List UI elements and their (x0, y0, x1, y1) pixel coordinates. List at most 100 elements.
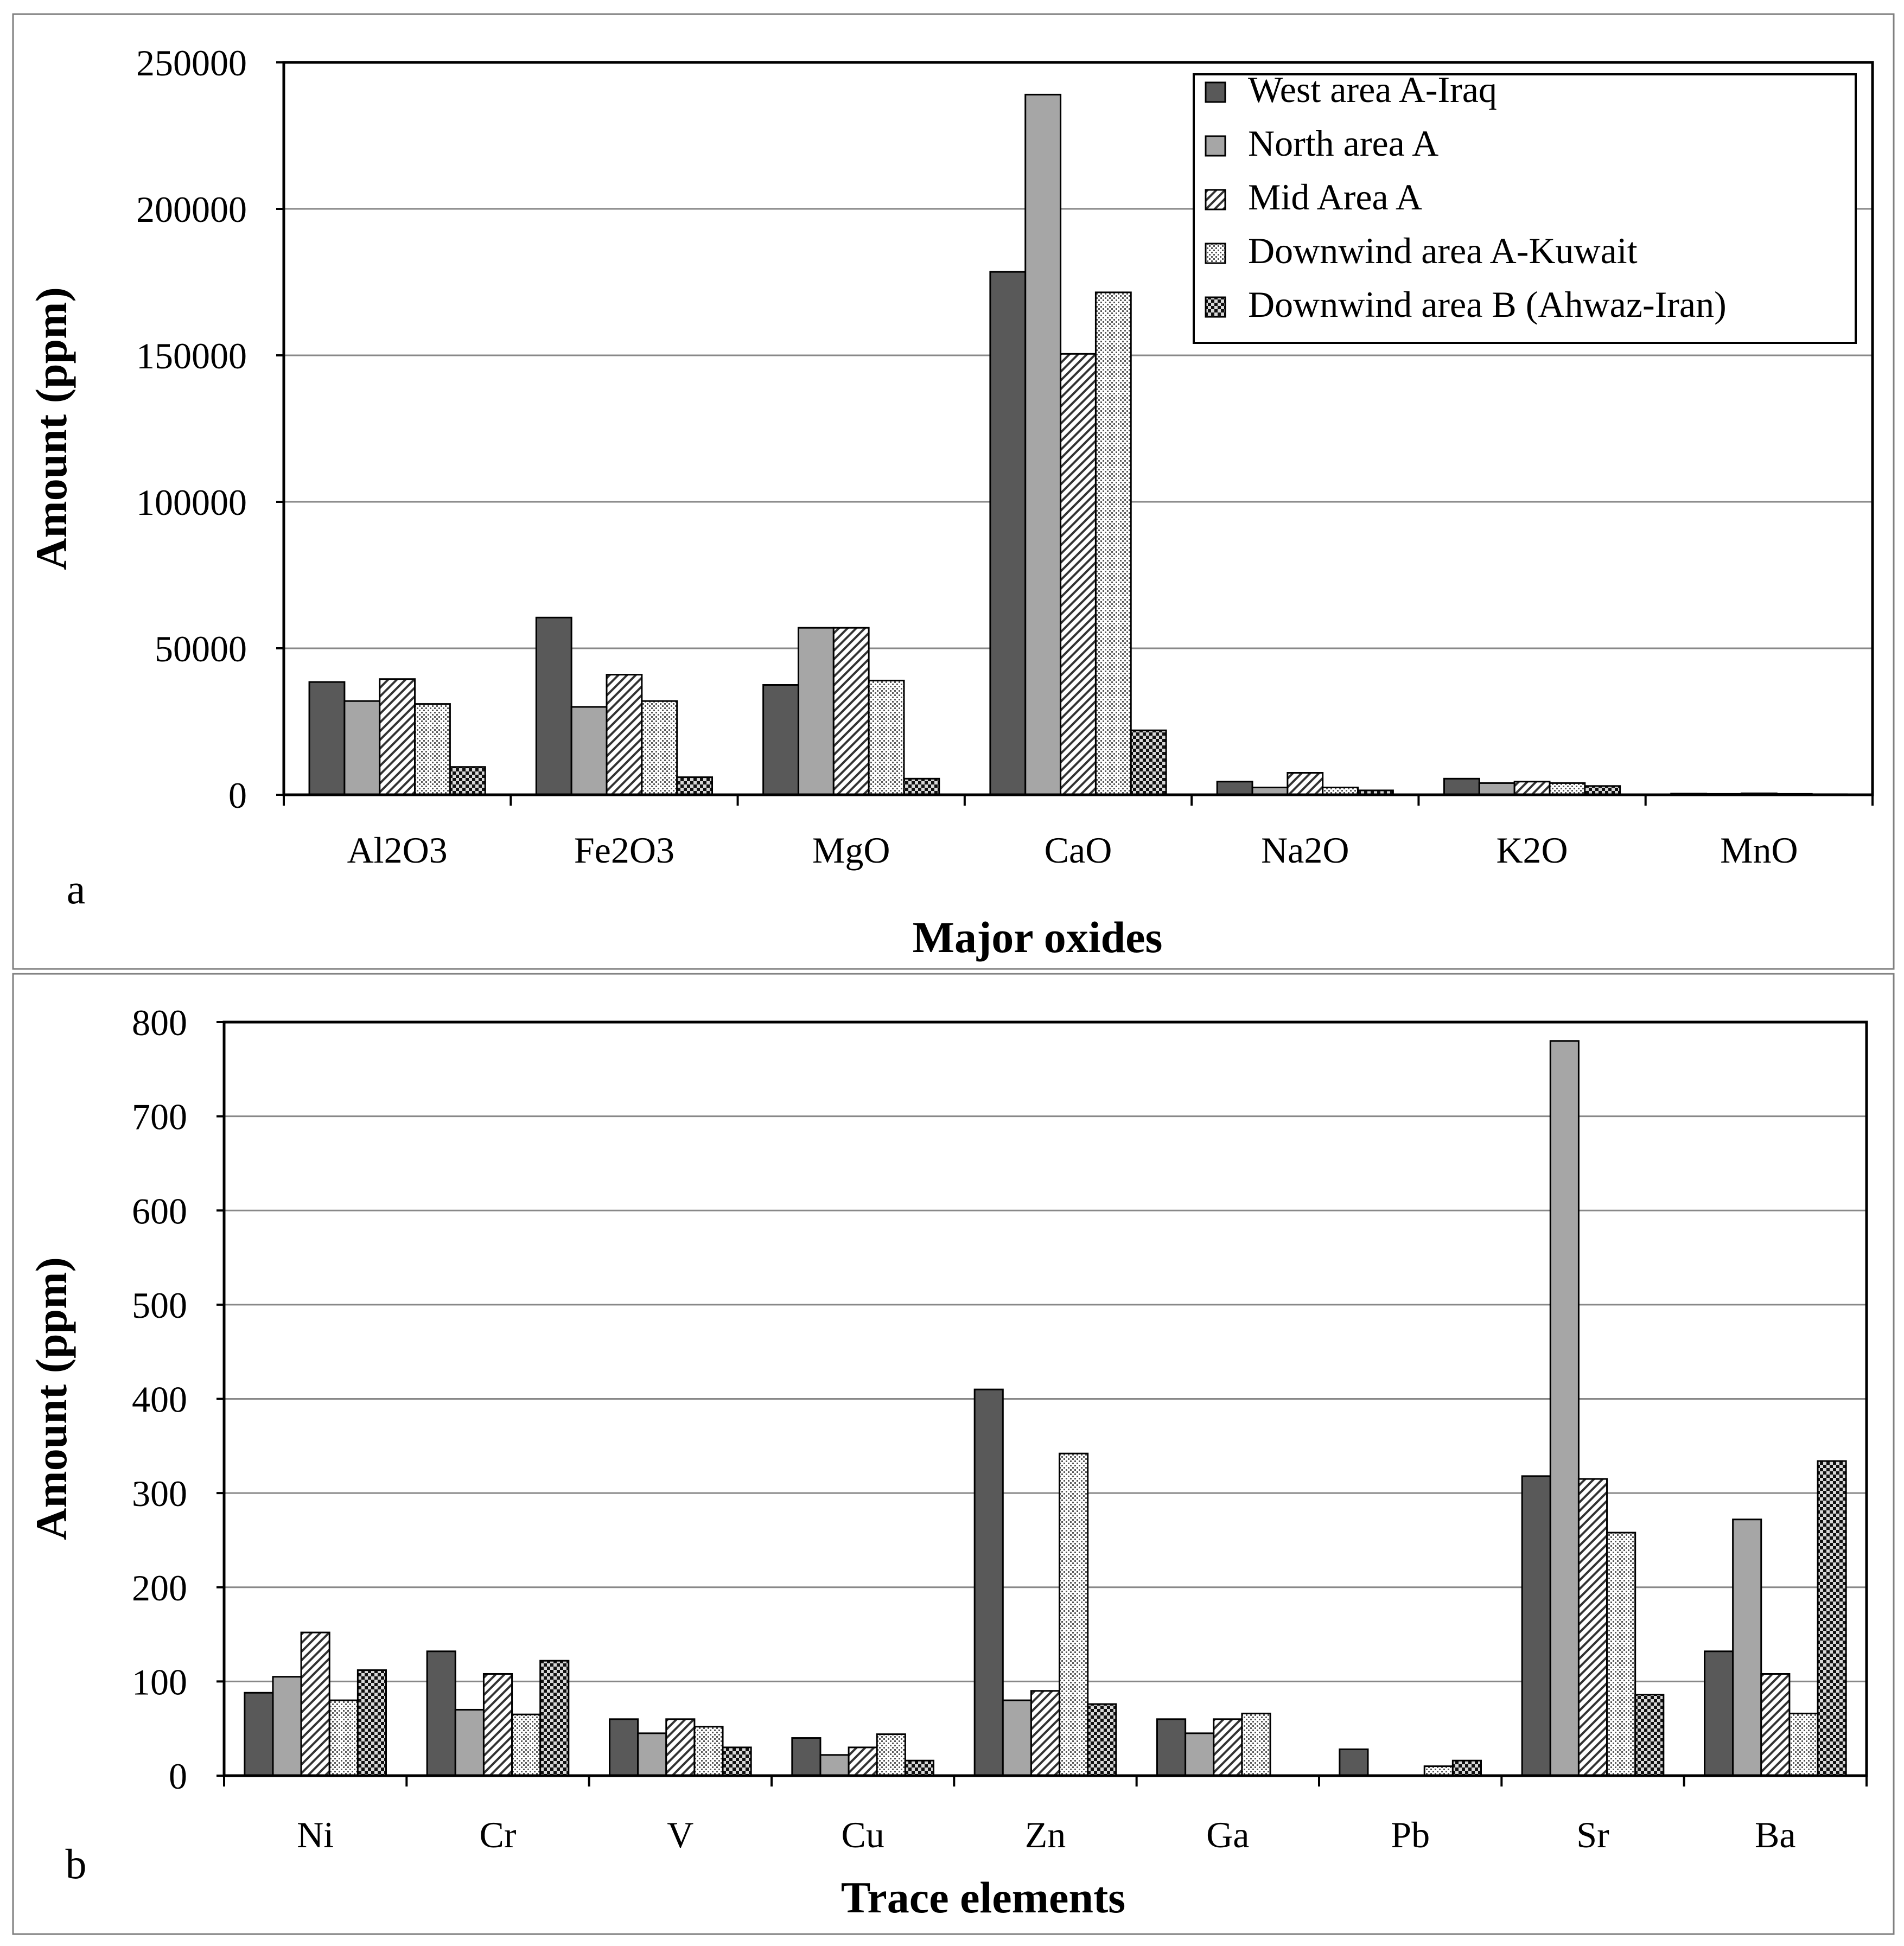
bar-fe2o3-west-area-a-iraq (535, 616, 572, 796)
bar-ga-west-area-a-iraq (1156, 1718, 1187, 1777)
legend-label: West area A-Iraq (1248, 69, 1497, 110)
bar-na2o-west-area-a-iraq (1216, 781, 1253, 796)
y-tick-label: 200000 (136, 189, 247, 230)
x-tick-label: Ga (1206, 1814, 1249, 1855)
legend-swatch (1205, 135, 1226, 157)
bar-fe2o3-downwind-area-b-ahwaz-iran (676, 776, 714, 796)
bar-sr-downwind-area-a-kuwait (1606, 1532, 1636, 1777)
bar-ba-north-area-a (1732, 1518, 1762, 1777)
legend-swatch (1205, 189, 1226, 210)
bar-ni-mid-area-a (300, 1631, 330, 1777)
bar-k2o-mid-area-a (1513, 781, 1551, 796)
x-tick-label: Zn (1025, 1814, 1066, 1855)
bar-v-downwind-area-a-kuwait (693, 1726, 724, 1777)
bar-v-mid-area-a (665, 1718, 696, 1777)
y-tick-label: 100000 (136, 482, 247, 523)
bar-al2o3-mid-area-a (379, 678, 416, 796)
x-tick-label: Sr (1576, 1814, 1609, 1855)
bar-pb-downwind-area-b-ahwaz-iran (1451, 1759, 1482, 1777)
bar-cao-mid-area-a (1060, 353, 1097, 796)
y-tick-label: 700 (132, 1096, 187, 1138)
bar-na2o-mid-area-a (1287, 772, 1324, 796)
legend: West area A-Iraq North area A Mid Area A Do… (1205, 69, 1727, 325)
bar-zn-north-area-a (1002, 1699, 1032, 1777)
bar-cr-mid-area-a (482, 1673, 513, 1777)
bar-mgo-downwind-area-a-kuwait (868, 679, 905, 796)
bar-cu-mid-area-a (848, 1746, 878, 1777)
panel-b-axes (216, 1021, 1868, 1787)
bar-zn-downwind-area-a-kuwait (1059, 1452, 1089, 1777)
legend-label: North area A (1248, 123, 1438, 164)
bar-cr-downwind-area-a-kuwait (511, 1713, 542, 1777)
bar-zn-west-area-a-iraq (973, 1388, 1004, 1777)
bar-fe2o3-north-area-a (570, 706, 608, 796)
bar-cao-west-area-a-iraq (989, 271, 1027, 796)
bar-ni-downwind-area-a-kuwait (328, 1699, 359, 1777)
x-tick-label: Fe2O3 (574, 830, 674, 871)
legend-box (1193, 73, 1857, 344)
panel-b-label: b (66, 1840, 87, 1887)
bar-cao-downwind-area-b-ahwaz-iran (1130, 729, 1167, 796)
x-tick-label: Cu (841, 1814, 884, 1855)
panel-a-y-axis-title: Amount (ppm) (27, 287, 76, 570)
bar-ba-downwind-area-b-ahwaz-iran (1817, 1460, 1847, 1777)
bar-al2o3-downwind-area-b-ahwaz-iran (449, 766, 486, 796)
bar-al2o3-downwind-area-a-kuwait (414, 703, 451, 796)
y-tick-label: 150000 (136, 335, 247, 377)
x-tick-label: K2O (1496, 830, 1568, 871)
panel-a-label: a (67, 865, 86, 913)
panel-a-x-axis-title: Major oxides (913, 913, 1163, 962)
bar-v-downwind-area-b-ahwaz-iran (722, 1746, 752, 1777)
bar-cr-west-area-a-iraq (426, 1650, 456, 1777)
bar-k2o-downwind-area-a-kuwait (1549, 782, 1586, 796)
x-tick-label: Ni (297, 1814, 334, 1855)
legend-label: Mid Area A (1248, 176, 1422, 218)
x-tick-label: MnO (1720, 830, 1798, 871)
x-tick-label: CaO (1045, 830, 1112, 871)
y-tick-label: 300 (132, 1473, 187, 1514)
x-tick-label: Al2O3 (347, 830, 448, 871)
bar-cao-north-area-a (1024, 93, 1062, 796)
bar-sr-mid-area-a (1577, 1478, 1608, 1777)
bar-ni-downwind-area-b-ahwaz-iran (356, 1669, 387, 1777)
bar-zn-downwind-area-b-ahwaz-iran (1087, 1703, 1117, 1777)
bar-ba-mid-area-a (1760, 1673, 1791, 1777)
bar-sr-downwind-area-b-ahwaz-iran (1634, 1694, 1665, 1777)
panel-a-x-tick-labels: Al2O3 Fe2O3 MgO CaO Na2O K2O MnO (347, 830, 1798, 871)
y-tick-label: 500 (132, 1285, 187, 1326)
y-tick-label: 800 (132, 1002, 187, 1043)
bar-ni-west-area-a-iraq (244, 1692, 274, 1777)
panel-b-x-axis-title: Trace elements (841, 1873, 1125, 1922)
panel-b-y-axis-title: Amount (ppm) (27, 1257, 76, 1540)
y-tick-label: 100 (132, 1661, 187, 1702)
bar-k2o-north-area-a (1478, 782, 1515, 796)
y-tick-label: 0 (228, 775, 247, 816)
bar-sr-west-area-a-iraq (1521, 1475, 1551, 1777)
bar-pb-west-area-a-iraq (1339, 1748, 1369, 1777)
x-tick-label: MgO (812, 830, 890, 871)
panel-b-y-tick-labels: 0 100 200 300 400 500 600 700 800 (132, 1002, 187, 1797)
bar-cu-downwind-area-a-kuwait (876, 1733, 906, 1777)
bar-mgo-downwind-area-b-ahwaz-iran (903, 777, 940, 796)
bar-cr-north-area-a (454, 1708, 485, 1777)
bar-ga-mid-area-a (1213, 1718, 1243, 1777)
x-tick-label: Ba (1755, 1814, 1796, 1855)
y-tick-label: 0 (169, 1756, 187, 1797)
legend-swatch (1205, 81, 1226, 103)
bar-ni-north-area-a (272, 1676, 302, 1777)
x-tick-label: Pb (1391, 1814, 1430, 1855)
panel-b-frame (12, 973, 1895, 1935)
bar-sr-north-area-a (1549, 1040, 1580, 1777)
y-tick-label: 400 (132, 1379, 187, 1420)
x-tick-label: Cr (480, 1814, 517, 1855)
bar-cu-west-area-a-iraq (791, 1737, 822, 1777)
bar-mgo-west-area-a-iraq (762, 684, 799, 796)
panel-a-y-tick-labels: 0 50000 100000 150000 200000 250000 (136, 42, 247, 816)
bar-mgo-mid-area-a (832, 627, 870, 796)
legend-swatch (1205, 296, 1226, 318)
bar-ba-west-area-a-iraq (1704, 1650, 1734, 1777)
y-tick-label: 50000 (155, 628, 247, 669)
panel-b-bars (244, 1040, 1847, 1777)
bar-ga-north-area-a (1185, 1732, 1215, 1777)
